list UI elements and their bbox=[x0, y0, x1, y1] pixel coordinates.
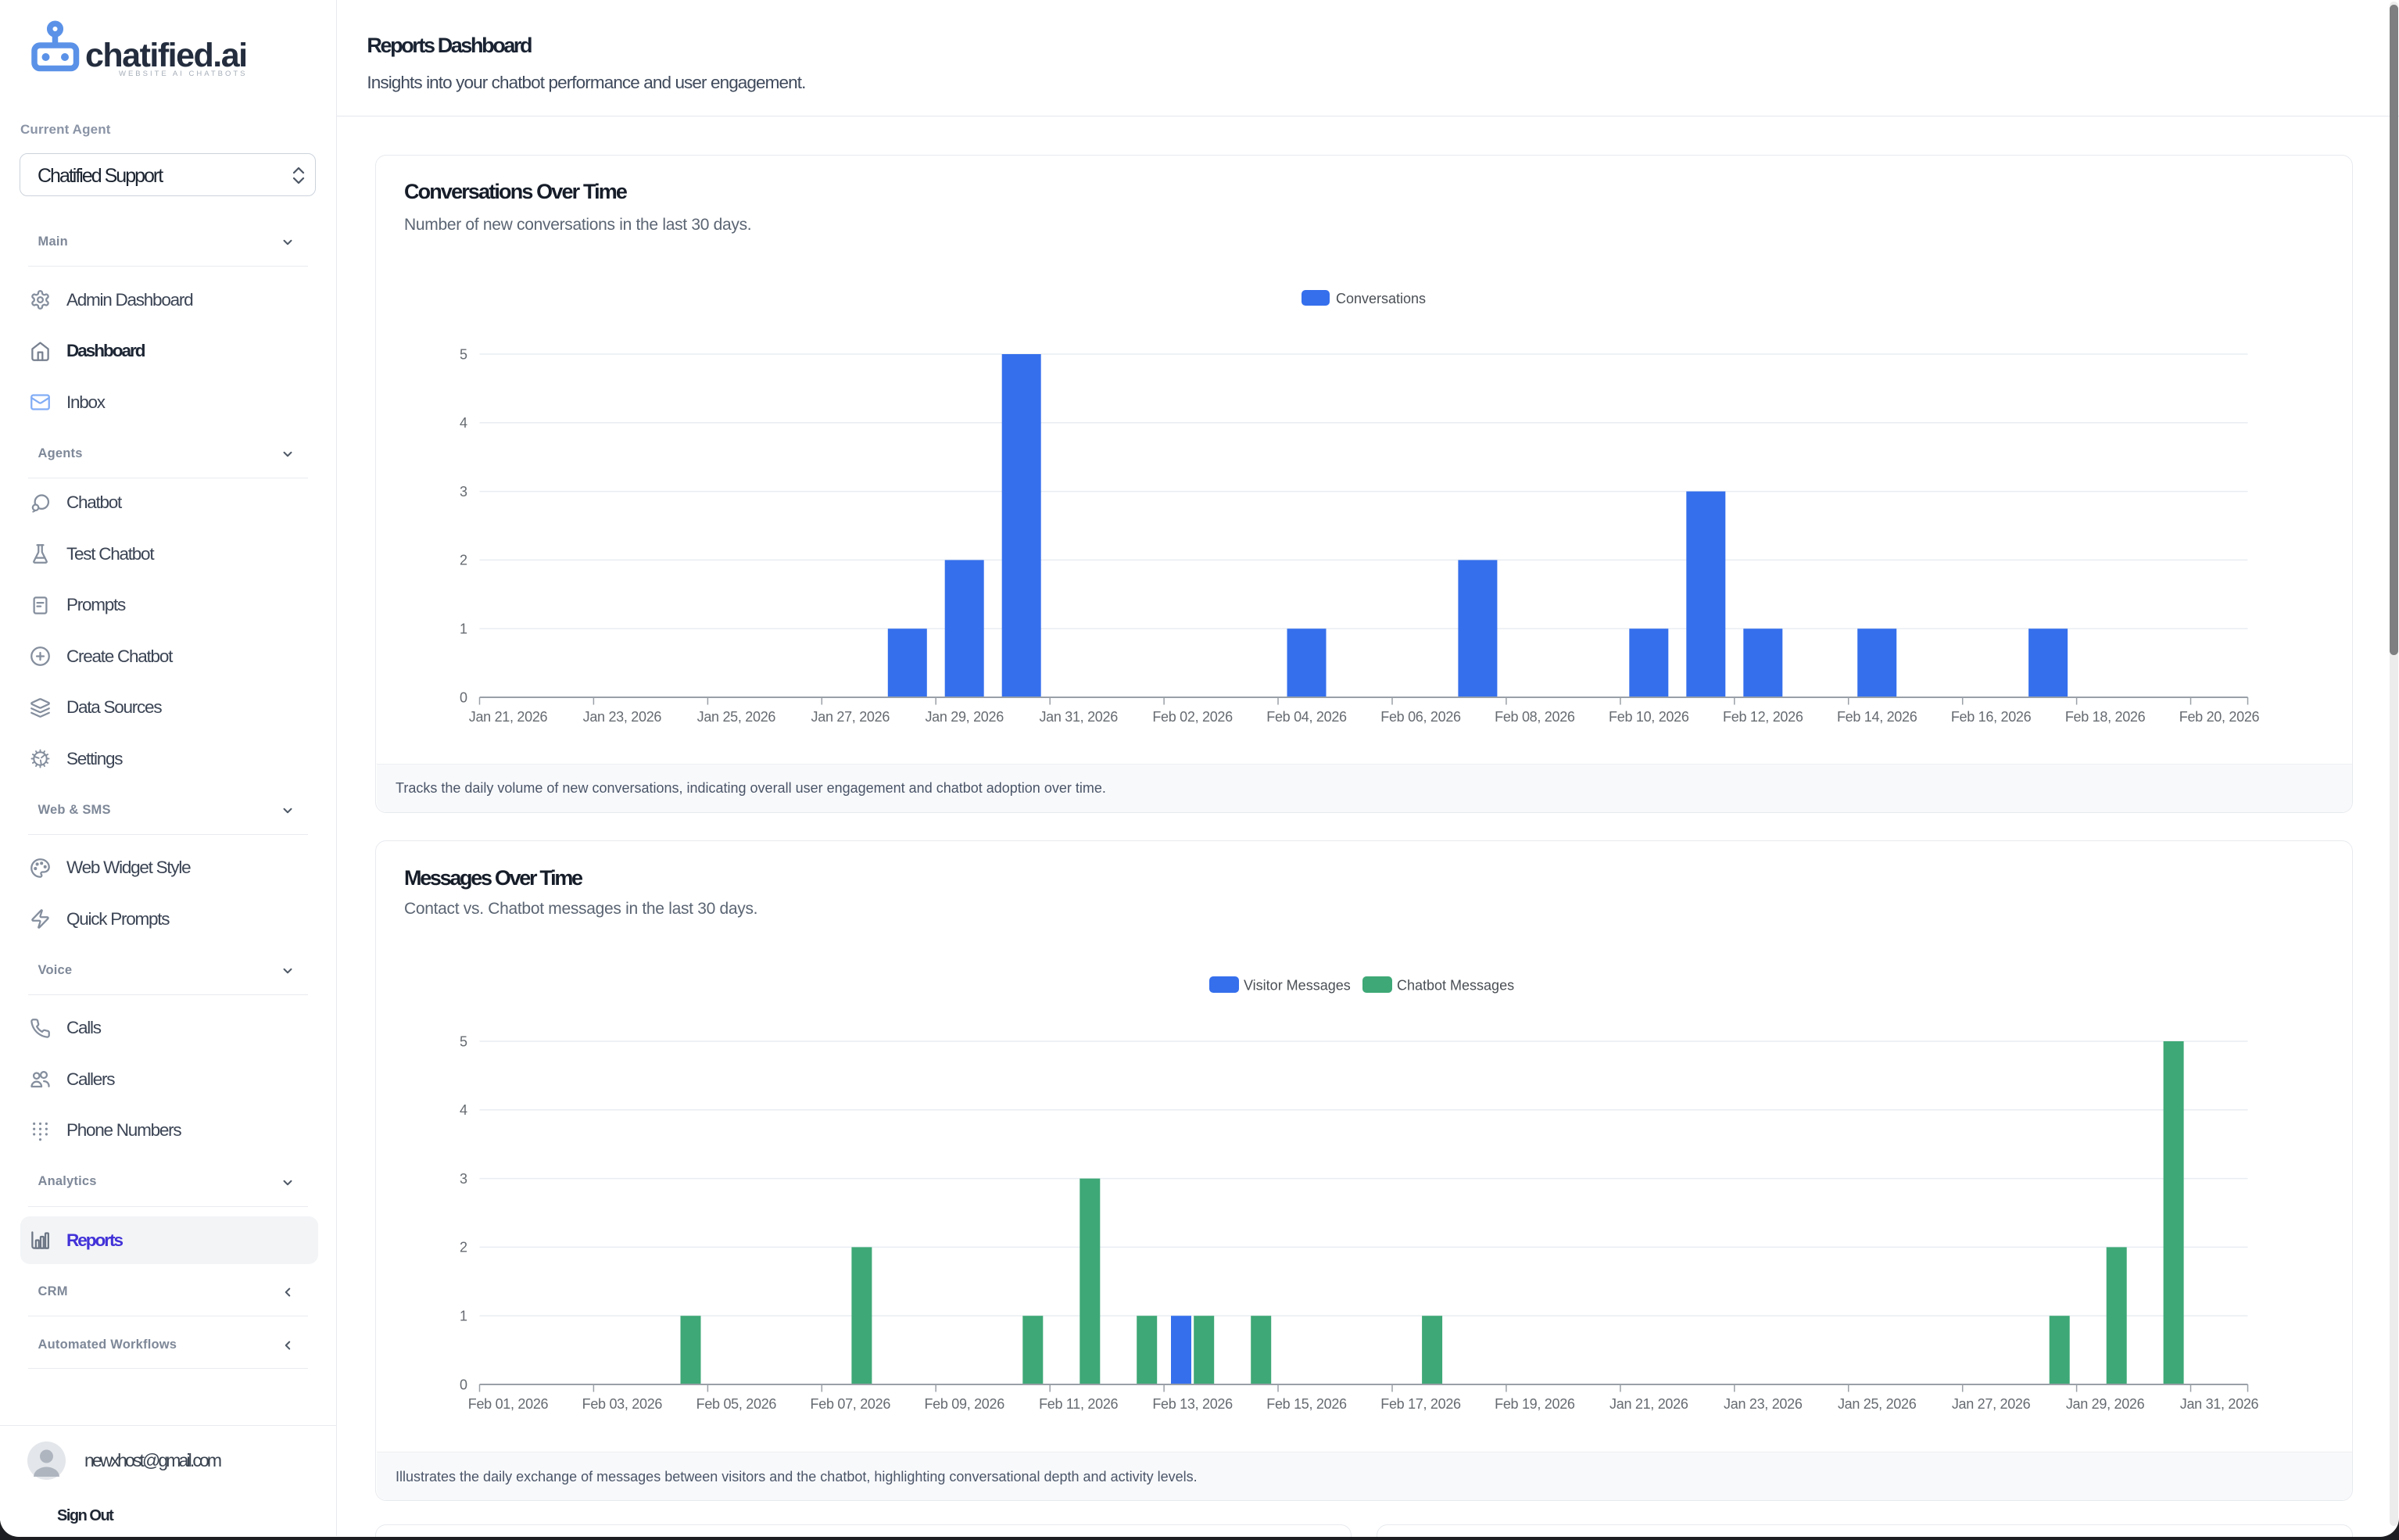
svg-text:2: 2 bbox=[460, 1240, 467, 1255]
svg-text:Feb 12, 2026: Feb 12, 2026 bbox=[1723, 709, 1803, 725]
svg-text:Feb 09, 2026: Feb 09, 2026 bbox=[924, 1396, 1004, 1412]
svg-text:Jan 25, 2026: Jan 25, 2026 bbox=[697, 709, 776, 725]
svg-text:Jan 31, 2026: Jan 31, 2026 bbox=[1039, 709, 1118, 725]
svg-text:5: 5 bbox=[460, 346, 467, 362]
svg-text:Jan 23, 2026: Jan 23, 2026 bbox=[1724, 1396, 1803, 1412]
svg-text:Jan 29, 2026: Jan 29, 2026 bbox=[925, 709, 1004, 725]
svg-text:Jan 25, 2026: Jan 25, 2026 bbox=[1838, 1396, 1917, 1412]
svg-text:Feb 18, 2026: Feb 18, 2026 bbox=[2065, 709, 2146, 725]
svg-text:0: 0 bbox=[460, 1377, 467, 1392]
svg-text:5: 5 bbox=[460, 1033, 467, 1049]
svg-text:1: 1 bbox=[460, 621, 467, 637]
svg-text:Feb 05, 2026: Feb 05, 2026 bbox=[696, 1396, 777, 1412]
svg-text:Feb 06, 2026: Feb 06, 2026 bbox=[1380, 709, 1461, 725]
svg-text:Jan 21, 2026: Jan 21, 2026 bbox=[469, 709, 548, 725]
svg-text:Feb 07, 2026: Feb 07, 2026 bbox=[811, 1396, 891, 1412]
svg-text:Chatbot Messages: Chatbot Messages bbox=[1397, 978, 1514, 994]
svg-text:Jan 21, 2026: Jan 21, 2026 bbox=[1609, 1396, 1688, 1412]
svg-text:Conversations: Conversations bbox=[1336, 291, 1426, 306]
svg-text:Feb 04, 2026: Feb 04, 2026 bbox=[1266, 709, 1347, 725]
svg-text:Jan 27, 2026: Jan 27, 2026 bbox=[811, 709, 890, 725]
svg-text:Feb 03, 2026: Feb 03, 2026 bbox=[582, 1396, 663, 1412]
svg-text:2: 2 bbox=[460, 553, 467, 568]
svg-text:Jan 27, 2026: Jan 27, 2026 bbox=[1952, 1396, 2031, 1412]
svg-text:Feb 20, 2026: Feb 20, 2026 bbox=[2179, 709, 2260, 725]
svg-text:0: 0 bbox=[460, 689, 467, 705]
svg-text:3: 3 bbox=[460, 1171, 467, 1187]
svg-text:Jan 29, 2026: Jan 29, 2026 bbox=[2066, 1396, 2145, 1412]
svg-text:Feb 14, 2026: Feb 14, 2026 bbox=[1837, 709, 1917, 725]
svg-text:Visitor Messages: Visitor Messages bbox=[1244, 978, 1351, 994]
svg-text:Feb 19, 2026: Feb 19, 2026 bbox=[1495, 1396, 1575, 1412]
svg-text:Feb 16, 2026: Feb 16, 2026 bbox=[1951, 709, 2032, 725]
svg-text:Feb 01, 2026: Feb 01, 2026 bbox=[468, 1396, 549, 1412]
svg-text:Jan 23, 2026: Jan 23, 2026 bbox=[583, 709, 662, 725]
svg-text:3: 3 bbox=[460, 484, 467, 500]
svg-text:Jan 31, 2026: Jan 31, 2026 bbox=[2180, 1396, 2259, 1412]
svg-text:Feb 02, 2026: Feb 02, 2026 bbox=[1152, 709, 1233, 725]
svg-text:Feb 17, 2026: Feb 17, 2026 bbox=[1380, 1396, 1461, 1412]
svg-text:Feb 08, 2026: Feb 08, 2026 bbox=[1495, 709, 1575, 725]
svg-text:Feb 10, 2026: Feb 10, 2026 bbox=[1609, 709, 1689, 725]
svg-text:Feb 15, 2026: Feb 15, 2026 bbox=[1266, 1396, 1347, 1412]
svg-text:Feb 11, 2026: Feb 11, 2026 bbox=[1039, 1396, 1118, 1412]
svg-text:1: 1 bbox=[460, 1309, 467, 1324]
svg-text:4: 4 bbox=[460, 1102, 467, 1118]
svg-text:4: 4 bbox=[460, 415, 467, 431]
svg-text:Feb 13, 2026: Feb 13, 2026 bbox=[1152, 1396, 1233, 1412]
